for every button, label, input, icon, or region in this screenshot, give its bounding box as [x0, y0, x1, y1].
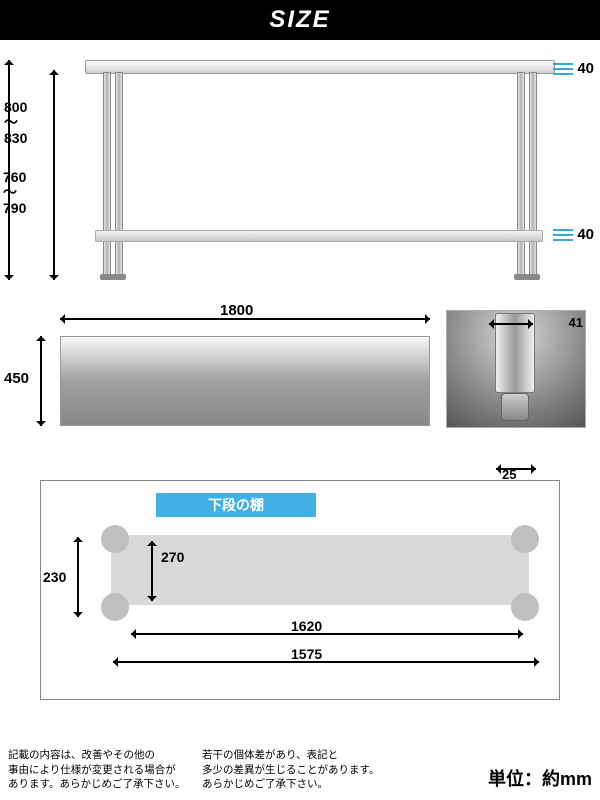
- leg-foot: [112, 274, 126, 280]
- tabletop-surface: [85, 60, 555, 74]
- dim-shelf-height: 760 〜 790: [45, 70, 85, 280]
- leg-foot-piece: [501, 393, 529, 421]
- thickness-marker-icon: [553, 68, 573, 70]
- dimension-arrow-icon: [489, 323, 533, 325]
- dimension-arrow-icon: [53, 70, 55, 280]
- lower-shelf-section: 下段の棚 270 230 1620 1575: [40, 480, 560, 700]
- dim-shelf-outer-depth: 230: [43, 569, 66, 585]
- dim-shelf-thickness-label: 40: [577, 226, 594, 243]
- unit-label: 単位：約mm: [488, 767, 592, 792]
- title-bar: SIZE: [0, 0, 600, 40]
- table-leg: [115, 72, 123, 276]
- lower-shelf-label: 下段の棚: [156, 493, 316, 517]
- dim-shelf-thickness: 40: [553, 226, 594, 243]
- table-front-drawing: [85, 60, 555, 280]
- note-disclaimer-1: 記載の内容は、改善やその他の 事由により仕様が変更される場合が あります。あらか…: [8, 748, 188, 792]
- leg-hole-icon: [511, 593, 539, 621]
- leg-hole-icon: [511, 525, 539, 553]
- leg-hole-icon: [101, 593, 129, 621]
- front-view-section: 800 〜 830 760 〜 790 40 40: [0, 40, 600, 300]
- page-root: SIZE 800 〜 830 760 〜 790 40: [0, 0, 600, 800]
- footer-notes: 記載の内容は、改善やその他の 事由により仕様が変更される場合が あります。あらか…: [8, 748, 592, 792]
- leg-detail-section: 41 25: [446, 310, 586, 460]
- page-title: SIZE: [269, 6, 330, 33]
- dim-tabletop-depth: 450: [4, 370, 29, 387]
- table-leg: [529, 72, 537, 276]
- dimension-arrow-icon: [40, 336, 42, 426]
- tabletop-top-drawing: [60, 336, 430, 426]
- leg-detail-image: 41: [446, 310, 586, 428]
- dim-shelf-height-label: 760 〜 790: [3, 170, 26, 216]
- dimension-arrow-icon: [113, 661, 539, 663]
- dim-tabletop-width: 1800: [220, 302, 253, 319]
- dim-top-thickness-label: 40: [577, 60, 594, 77]
- dim-leg-diameter: 41: [569, 315, 583, 330]
- dimension-arrow-icon: [131, 633, 523, 635]
- table-leg: [103, 72, 111, 276]
- lower-shelf-body: [111, 535, 529, 605]
- dimension-arrow-icon: [77, 537, 79, 617]
- leg-foot: [526, 274, 540, 280]
- dim-shelf-inner-width: 1620: [291, 618, 322, 634]
- thickness-marker-icon: [553, 234, 573, 236]
- dimension-arrow-icon: [151, 541, 153, 601]
- dim-shelf-inner-depth: 270: [161, 549, 184, 565]
- table-leg: [517, 72, 525, 276]
- leg-hole-icon: [101, 525, 129, 553]
- dim-total-height-label: 800 〜 830: [4, 100, 27, 146]
- dim-shelf-outer-width: 1575: [291, 646, 322, 662]
- lower-shelf-surface: [95, 230, 543, 242]
- dim-top-thickness: 40: [553, 60, 594, 77]
- note-disclaimer-2: 若干の個体差があり、表記と 多少の差異が生じることがあります。 あらかじめご了承…: [202, 748, 382, 792]
